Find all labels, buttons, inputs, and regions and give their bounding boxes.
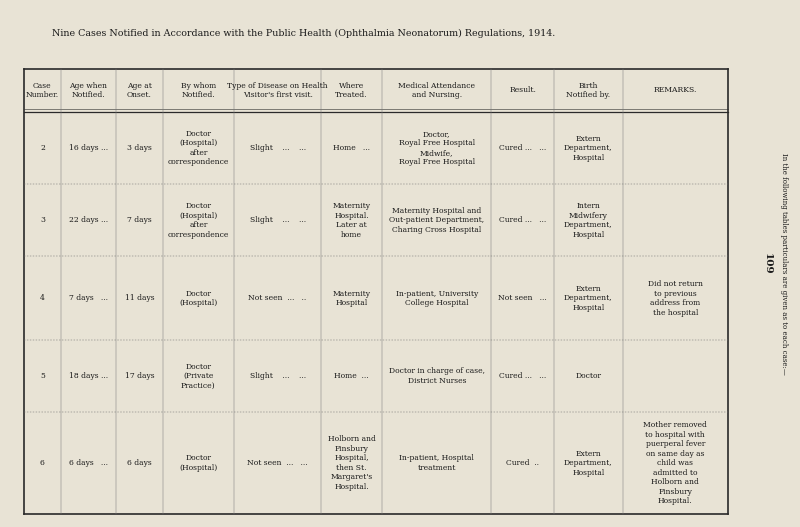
Text: 3 days: 3 days xyxy=(127,144,152,152)
Text: 17 days: 17 days xyxy=(125,372,154,380)
Text: Doctor
(Hospital): Doctor (Hospital) xyxy=(179,454,218,472)
Text: 6 days   ...: 6 days ... xyxy=(69,459,108,467)
Text: Doctor,
Royal Free Hospital
Midwife,
Royal Free Hospital: Doctor, Royal Free Hospital Midwife, Roy… xyxy=(398,130,475,167)
Text: By whom
Notified.: By whom Notified. xyxy=(181,82,216,99)
Text: Doctor
(Hospital)
after
correspondence: Doctor (Hospital) after correspondence xyxy=(168,202,229,239)
Text: Doctor
(Hospital): Doctor (Hospital) xyxy=(179,289,218,307)
Text: Home   ...: Home ... xyxy=(333,144,370,152)
Text: Doctor
(Hospital)
after
correspondence: Doctor (Hospital) after correspondence xyxy=(168,130,229,167)
Text: Cured ...   ...: Cured ... ... xyxy=(499,144,546,152)
Text: Extern
Department,
Hospital: Extern Department, Hospital xyxy=(564,285,613,312)
Text: Doctor in charge of case,
District Nurses: Doctor in charge of case, District Nurse… xyxy=(389,367,485,385)
Text: Slight    ...    ...: Slight ... ... xyxy=(250,372,306,380)
Text: Result.: Result. xyxy=(510,86,536,94)
Text: Birth
Notified by.: Birth Notified by. xyxy=(566,82,610,99)
Text: Age at
Onset.: Age at Onset. xyxy=(127,82,152,99)
Text: 3: 3 xyxy=(40,217,45,225)
Text: Maternity
Hospital: Maternity Hospital xyxy=(333,289,370,307)
Text: In the following tables particulars are given as to each case:—: In the following tables particulars are … xyxy=(780,152,788,375)
Text: Slight    ...    ...: Slight ... ... xyxy=(250,144,306,152)
Text: Type of Disease on Health
Visitor's first visit.: Type of Disease on Health Visitor's firs… xyxy=(227,82,328,99)
Text: 11 days: 11 days xyxy=(125,294,154,302)
Text: Doctor
(Private
Practice): Doctor (Private Practice) xyxy=(181,363,216,390)
Text: Maternity Hospital and
Out-patient Department,
Charing Cross Hospital: Maternity Hospital and Out-patient Depar… xyxy=(390,207,484,234)
Text: Extern
Department,
Hospital: Extern Department, Hospital xyxy=(564,450,613,476)
Text: 2: 2 xyxy=(40,144,45,152)
Text: 5: 5 xyxy=(40,372,45,380)
Text: Intern
Midwifery
Department,
Hospital: Intern Midwifery Department, Hospital xyxy=(564,202,613,239)
Text: Not seen  ...   ..: Not seen ... .. xyxy=(249,294,306,302)
Text: In-patient, University
College Hospital: In-patient, University College Hospital xyxy=(396,289,478,307)
Text: Age when
Notified.: Age when Notified. xyxy=(70,82,107,99)
Text: Home  ...: Home ... xyxy=(334,372,369,380)
Text: REMARKS.: REMARKS. xyxy=(654,86,697,94)
Text: Slight    ...    ...: Slight ... ... xyxy=(250,217,306,225)
Text: Case
Number.: Case Number. xyxy=(26,82,59,99)
Text: Where
Treated.: Where Treated. xyxy=(335,82,368,99)
Text: Nine Cases Notified in Accordance with the Public Health (Ophthalmia Neonatorum): Nine Cases Notified in Accordance with t… xyxy=(52,29,555,38)
Text: 109: 109 xyxy=(762,252,772,275)
Text: Extern
Department,
Hospital: Extern Department, Hospital xyxy=(564,135,613,162)
Text: 7 days: 7 days xyxy=(127,217,152,225)
Text: 6 days: 6 days xyxy=(127,459,152,467)
Text: Medical Attendance
and Nursing.: Medical Attendance and Nursing. xyxy=(398,82,475,99)
Text: 22 days ...: 22 days ... xyxy=(69,217,108,225)
Text: 4: 4 xyxy=(40,294,45,302)
Text: 6: 6 xyxy=(40,459,45,467)
Text: Cured  ..: Cured .. xyxy=(506,459,539,467)
Text: Cured ...   ...: Cured ... ... xyxy=(499,217,546,225)
Text: Maternity
Hospital.
Later at
home: Maternity Hospital. Later at home xyxy=(333,202,370,239)
Text: Cured ...   ...: Cured ... ... xyxy=(499,372,546,380)
Text: Mother removed
to hospital with
puerperal fever
on same day as
child was
admitte: Mother removed to hospital with puerpera… xyxy=(643,421,707,505)
Text: Did not return
to previous
address from
the hospital: Did not return to previous address from … xyxy=(648,280,702,317)
Text: Not seen   ...: Not seen ... xyxy=(498,294,547,302)
Text: Not seen  ...   ...: Not seen ... ... xyxy=(247,459,308,467)
Text: In-patient, Hospital
treatment: In-patient, Hospital treatment xyxy=(399,454,474,472)
Text: 16 days ...: 16 days ... xyxy=(69,144,108,152)
Text: 18 days ...: 18 days ... xyxy=(69,372,108,380)
Text: Doctor: Doctor xyxy=(575,372,602,380)
Text: 7 days   ...: 7 days ... xyxy=(69,294,108,302)
Text: Holborn and
Finsbury
Hospital,
then St.
Margaret's
Hospital.: Holborn and Finsbury Hospital, then St. … xyxy=(328,435,376,491)
